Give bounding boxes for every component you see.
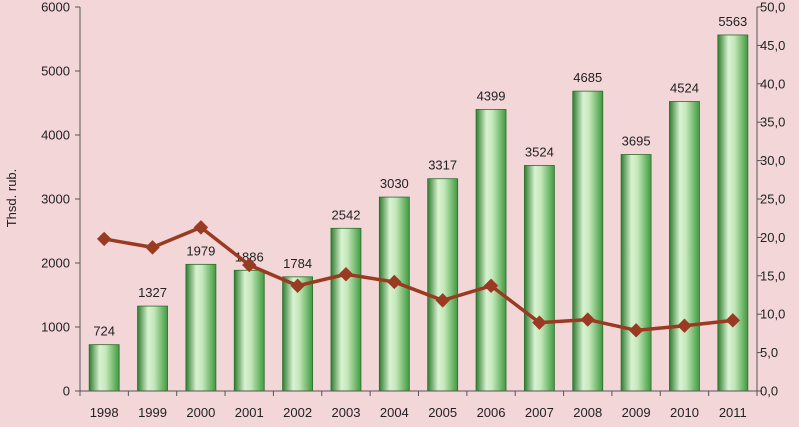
bar-2011 <box>717 34 749 392</box>
bar-label-1998: 724 <box>93 324 115 339</box>
bar-2005 <box>427 178 459 392</box>
bar-1999 <box>137 305 168 392</box>
line-point-2006 <box>483 278 499 293</box>
bar-label-2009: 3695 <box>622 134 651 149</box>
x-tick-label-2001: 2001 <box>235 405 264 420</box>
x-tick-label-2006: 2006 <box>477 405 506 420</box>
x-tick-label-2004: 2004 <box>380 405 409 420</box>
x-tick-label-2011: 2011 <box>719 405 747 420</box>
line-series <box>103 225 734 333</box>
right-tick-label-10,0: 10,0 <box>760 307 785 322</box>
left-tick-label-0: 0 <box>63 384 70 399</box>
x-tick-label-2008: 2008 <box>573 405 602 420</box>
bar-2002 <box>282 276 314 392</box>
left-tick-label-4000: 4000 <box>41 128 70 143</box>
axes-group: 0 1000 2000 3000 4000 5000 6000 0,0 5,0 10,0 15,0 2… <box>41 0 785 420</box>
bar-label-2010: 4524 <box>670 80 699 95</box>
x-tick-label-2003: 2003 <box>332 405 361 420</box>
x-tick-label-2010: 2010 <box>670 405 699 420</box>
bar-label-2005: 3317 <box>428 158 457 173</box>
line-point-2001 <box>242 257 257 273</box>
left-tick-label-3000: 3000 <box>41 192 70 207</box>
bar-1998 <box>88 344 120 392</box>
bar-2004 <box>378 196 410 392</box>
bar-label-2000: 1979 <box>186 243 215 258</box>
left-tick-label-2000: 2000 <box>41 256 70 271</box>
line-point-2007 <box>532 315 547 330</box>
bar-label-2003: 2542 <box>332 207 361 222</box>
right-tick-label-35,0: 35,0 <box>760 115 785 130</box>
bar-label-2008: 4685 <box>573 70 602 85</box>
left-tick-label-1000: 1000 <box>41 320 70 335</box>
right-tick-label-30,0: 30,0 <box>760 153 785 168</box>
bars-group <box>88 34 749 392</box>
x-tick-label-2007: 2007 <box>525 405 554 420</box>
bar-2000 <box>185 263 217 392</box>
bar-2010 <box>669 101 700 392</box>
bar-2006 <box>475 109 507 392</box>
line-point-2002 <box>290 278 305 293</box>
line-point-2005 <box>435 293 450 308</box>
bar-2009 <box>620 154 652 392</box>
bar-label-2004: 3030 <box>380 176 409 191</box>
line-point-1999 <box>145 240 160 255</box>
right-tick-label-40,0: 40,0 <box>760 76 785 91</box>
line-point-2009 <box>628 323 644 338</box>
left-tick-label-6000: 6000 <box>41 0 70 15</box>
line-point-1998 <box>96 231 112 247</box>
line-point-2003 <box>338 267 354 282</box>
x-tick-label-2009: 2009 <box>622 405 651 420</box>
bar-2003 <box>330 227 362 392</box>
x-tick-label-2002: 2002 <box>283 405 312 420</box>
line-point-2000 <box>193 220 209 235</box>
right-tick-label-25,0: 25,0 <box>760 192 785 207</box>
left-tick-label-5000: 5000 <box>41 64 70 79</box>
bar-label-2007: 3524 <box>525 144 554 159</box>
right-tick-label-5,0: 5,0 <box>760 345 778 360</box>
bar-label-2006: 4399 <box>477 88 506 103</box>
line-point-2004 <box>387 274 402 290</box>
bar-label-2011: 5563 <box>718 14 747 29</box>
bar-label-2002: 1784 <box>283 256 312 271</box>
bar-label-1999: 1327 <box>138 285 167 300</box>
bar-2007 <box>523 165 555 392</box>
bar-2008 <box>572 90 604 392</box>
x-tick-label-2000: 2000 <box>186 405 215 420</box>
right-tick-label-20,0: 20,0 <box>760 230 785 245</box>
line-point-2008 <box>580 312 595 327</box>
y-axis-title: Thsd. rub. <box>4 169 19 228</box>
right-tick-label-0,0: 0,0 <box>760 384 778 399</box>
x-tick-label-1998: 1998 <box>90 405 119 420</box>
bar-2001 <box>233 269 265 392</box>
line-point-2010 <box>677 318 692 333</box>
x-tick-label-1999: 1999 <box>138 405 167 420</box>
line-group <box>96 220 741 338</box>
x-tick-label-2005: 2005 <box>428 405 457 420</box>
right-tick-label-15,0: 15,0 <box>760 268 785 283</box>
right-tick-label-50,0: 50,0 <box>760 0 785 15</box>
right-tick-label-45,0: 45,0 <box>760 38 785 53</box>
line-point-2011 <box>725 313 741 328</box>
